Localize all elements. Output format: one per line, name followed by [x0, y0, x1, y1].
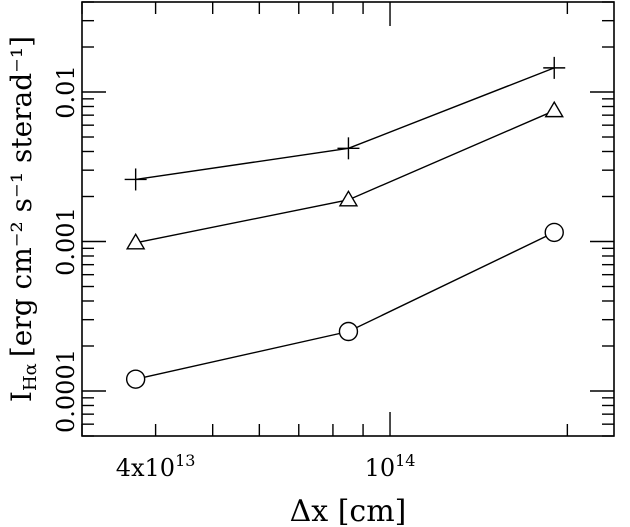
y-axis-label-unit: [erg cm⁻² s⁻¹ sterad⁻¹] [5, 36, 38, 357]
series-line-plus [135, 67, 555, 181]
data-point-plus [337, 137, 360, 160]
y-axis-ticks [82, 1, 614, 437]
data-point-circle [338, 321, 359, 342]
series-line-circle [135, 231, 555, 380]
plot-frame [81, 1, 615, 437]
y-tick-label: 0.001 [52, 207, 80, 276]
y-axis-tick-labels: 0.0001 0.001 0.01 [52, 65, 80, 433]
x-tick-label: 4x1013 [116, 451, 196, 482]
series-line-triangle [135, 110, 555, 244]
data-point-plus [124, 168, 147, 191]
data-point-circle [125, 369, 146, 389]
y-axis-label-symbol: I [5, 391, 38, 402]
data-point-triangle [338, 189, 359, 207]
data-point-triangle [125, 232, 146, 250]
series-layer [124, 56, 566, 389]
data-point-circle [544, 222, 564, 243]
x-tick-exponent: 14 [395, 451, 415, 470]
x-tick-mantissa: 4x10 [116, 454, 175, 482]
y-tick-label: 0.0001 [52, 349, 80, 433]
y-axis-label-subscript: Hα [20, 363, 41, 391]
x-axis-tick-labels: 4x1013 1014 [116, 451, 416, 482]
x-tick-exponent: 13 [175, 451, 195, 470]
x-tick-mantissa: 10 [365, 454, 396, 482]
x-axis-label: Δx [cm] [290, 494, 407, 527]
y-axis-label: IHα [erg cm⁻² s⁻¹ sterad⁻¹] [5, 36, 41, 402]
x-axis-ticks [81, 2, 569, 436]
data-point-plus [543, 56, 566, 79]
data-point-triangle [544, 100, 564, 118]
y-tick-label: 0.01 [52, 65, 80, 118]
x-tick-label: 1014 [365, 451, 416, 482]
